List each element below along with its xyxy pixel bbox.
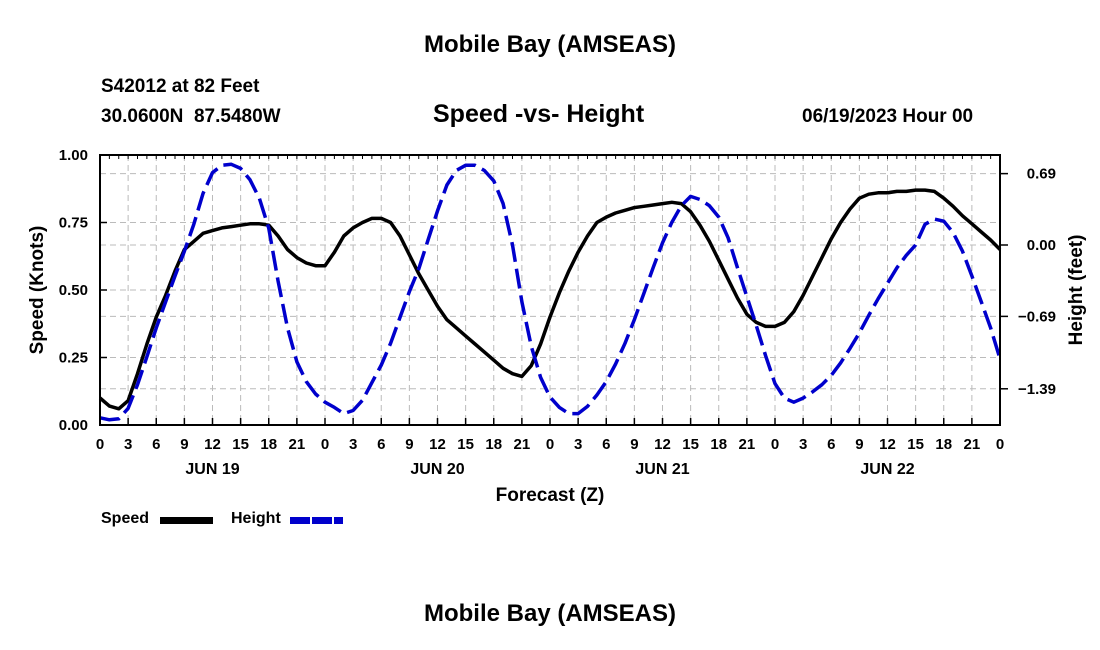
x-tick-label: 15: [457, 436, 474, 453]
x-axis-label: Forecast (Z): [496, 485, 605, 506]
x-tick-label: 21: [514, 436, 531, 453]
x-tick-label: 12: [429, 436, 446, 453]
x-day-label: JUN 22: [860, 461, 914, 478]
x-tick-label: 0: [771, 436, 779, 453]
coordinates-label: 30.0600N 87.5480W: [101, 106, 281, 127]
x-tick-label: 0: [96, 436, 104, 453]
x-tick-label: 3: [799, 436, 807, 453]
x-tick-label: 3: [349, 436, 357, 453]
x-tick-label: 3: [124, 436, 132, 453]
station-label: S42012 at 82 Feet: [101, 76, 260, 97]
x-tick-label: 15: [907, 436, 924, 453]
x-tick-label: 18: [710, 436, 727, 453]
y-left-tick-label: 0.75: [59, 215, 88, 232]
x-tick-label: 0: [321, 436, 329, 453]
y-left-tick-label: 1.00: [59, 147, 88, 164]
x-tick-label: 6: [377, 436, 385, 453]
x-tick-label: 21: [964, 436, 981, 453]
legend-label-height: Height: [231, 510, 281, 527]
y-left-axis-label: Speed (Knots): [27, 226, 48, 355]
bottom-title: Mobile Bay (AMSEAS): [423, 600, 677, 627]
legend-swatch-speed: [160, 517, 213, 524]
x-day-label: JUN 20: [410, 461, 464, 478]
forecast-datetime: 06/19/2023 Hour 00: [802, 106, 974, 127]
series-line-height: [99, 162, 1002, 422]
y-right-tick-label: 0.69: [1027, 166, 1056, 183]
y-right-tick-label: 0.00: [1027, 237, 1056, 254]
x-day-label: JUN 19: [185, 461, 239, 478]
y-right-tick-label: −1.39: [1018, 381, 1056, 398]
x-tick-label: 18: [935, 436, 952, 453]
x-tick-label: 18: [260, 436, 277, 453]
x-tick-label: 12: [204, 436, 221, 453]
x-tick-label: 21: [289, 436, 306, 453]
x-tick-label: 12: [879, 436, 896, 453]
x-tick-label: 6: [602, 436, 610, 453]
x-tick-label: 0: [546, 436, 554, 453]
x-tick-label: 6: [152, 436, 160, 453]
top-title: Mobile Bay (AMSEAS): [423, 31, 677, 58]
legend-swatch-height: [290, 517, 343, 524]
x-tick-label: 9: [855, 436, 863, 453]
series-line-speed: [98, 188, 1002, 411]
x-tick-label: 15: [232, 436, 249, 453]
x-tick-label: 21: [739, 436, 756, 453]
x-tick-label: 18: [485, 436, 502, 453]
x-tick-label: 3: [574, 436, 582, 453]
x-tick-label: 0: [996, 436, 1004, 453]
x-tick-label: 6: [827, 436, 835, 453]
x-tick-label: 15: [682, 436, 699, 453]
x-day-label: JUN 21: [635, 461, 689, 478]
y-left-tick-label: 0.00: [59, 417, 88, 434]
chart-subtitle: Speed -vs- Height: [433, 100, 645, 128]
x-tick-label: 9: [630, 436, 638, 453]
y-right-axis-label: Height (feet): [1066, 235, 1087, 346]
x-tick-label: 12: [654, 436, 671, 453]
legend-label-speed: Speed: [101, 510, 150, 527]
y-left-tick-label: 0.25: [59, 350, 88, 367]
y-right-tick-label: −0.69: [1018, 308, 1056, 325]
x-tick-label: 9: [405, 436, 413, 453]
x-tick-label: 9: [180, 436, 188, 453]
y-left-tick-label: 0.50: [59, 282, 88, 299]
